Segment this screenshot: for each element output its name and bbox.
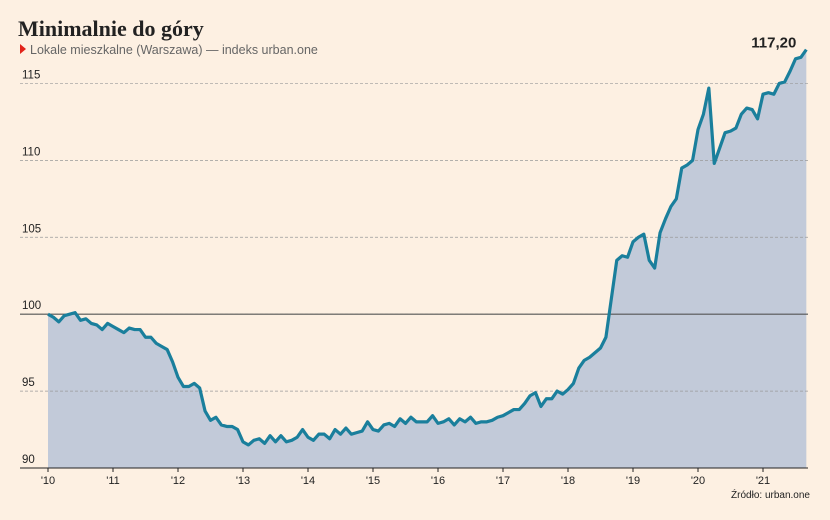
x-tick-label: '12 [171,475,185,487]
x-tick-label: '18 [561,475,575,487]
subtitle-marker [20,44,26,54]
x-tick-label: '13 [236,475,250,487]
value-label: 117,20 [751,35,796,52]
x-tick-label: '21 [756,475,770,487]
y-tick-label: 90 [22,454,35,466]
y-tick-label: 105 [22,223,41,235]
chart-subtitle: Lokale mieszkalne (Warszawa) — indeks ur… [30,43,318,57]
chart-title: Minimalnie do góry [18,16,204,41]
area [48,49,807,469]
x-tick-label: '10 [41,475,55,487]
x-tick-label: '14 [301,475,315,487]
source: Źródło: urban.one [731,488,810,501]
x-tick-label: '15 [366,475,380,487]
y-tick-label: 110 [22,146,40,158]
x-tick-label: '16 [431,475,445,487]
x-tick-label: '19 [626,475,640,487]
x-tick-label: '20 [691,475,705,487]
y-tick-label: 115 [22,69,40,81]
y-tick-label: 95 [22,377,35,389]
line [47,48,808,447]
y-tick-label: 100 [22,300,41,312]
x-tick-label: '11 [106,475,120,487]
x-tick-label: '17 [496,475,510,487]
